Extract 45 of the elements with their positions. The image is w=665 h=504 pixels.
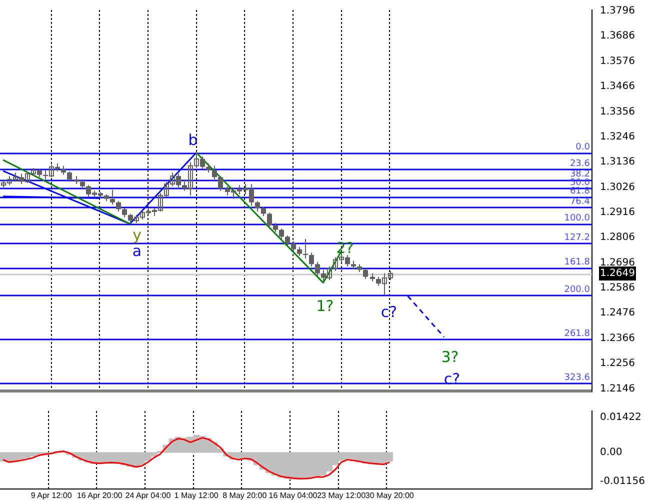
annotation: 100.0	[564, 214, 590, 224]
x-tick-label: 30 May 20:00	[365, 491, 414, 500]
y-tick-label: 1.2586	[600, 282, 635, 294]
y-tick-label: 0.00	[600, 447, 622, 458]
y-tick-label: -0.01156	[600, 476, 645, 487]
annotation: 200.0	[564, 284, 590, 295]
y-tick-label: 1.3136	[600, 156, 635, 168]
y-tick-label: 1.3246	[600, 131, 635, 142]
annotation: 38.2	[570, 170, 590, 180]
y-tick-label: 1.2366	[600, 332, 635, 344]
y-tick-label: 1.2916	[600, 207, 635, 218]
annotation: 261.8	[564, 328, 590, 339]
x-tick-label: 8 May 20:00	[222, 491, 268, 500]
annotation: 323.6	[564, 372, 590, 383]
y-tick-label: 1.2806	[600, 232, 635, 244]
x-tick-label: 1 May 12:00	[174, 491, 219, 500]
y-tick-label: 1.3796	[600, 6, 635, 17]
annotation: 0.0	[576, 142, 590, 152]
y-tick-label: 0.01422	[600, 412, 642, 423]
y-tick-label: 1.3026	[600, 182, 635, 193]
annotation: 127.2	[564, 233, 590, 244]
x-tick-label: 16 Apr 20:00	[76, 491, 123, 500]
annotation: 61.8	[570, 186, 590, 196]
x-tick-label: 9 Apr 12:00	[30, 491, 72, 500]
x-tick-label: 23 May 12:00	[317, 491, 366, 500]
annotation: 3?	[441, 348, 459, 366]
y-tick-label: 1.3466	[600, 81, 635, 92]
y-tick-label: 1.2696	[600, 257, 635, 268]
annotation: 76.4	[570, 196, 590, 207]
y-tick-label: 1.3686	[600, 30, 635, 42]
y-tick-label: 1.2146	[600, 383, 635, 394]
annotation: 2?	[336, 238, 354, 257]
x-tick-label: 24 Apr 04:00	[125, 491, 172, 500]
y-tick-label: 1.3576	[600, 56, 635, 67]
y-tick-label: 1.2476	[600, 308, 635, 319]
annotation: b	[188, 130, 198, 149]
y-tick-label: 1.2649	[600, 268, 635, 280]
annotation: 23.6	[570, 159, 590, 170]
y-tick-label: 1.3356	[600, 106, 635, 118]
annotation: 161.8	[564, 258, 590, 268]
annotation: c?	[380, 302, 398, 321]
y-tick-label: 1.2256	[600, 358, 635, 370]
annotation: y	[132, 226, 142, 244]
x-tick-label: 16 May 04:00	[268, 491, 318, 500]
annotation: 1?	[316, 296, 334, 315]
